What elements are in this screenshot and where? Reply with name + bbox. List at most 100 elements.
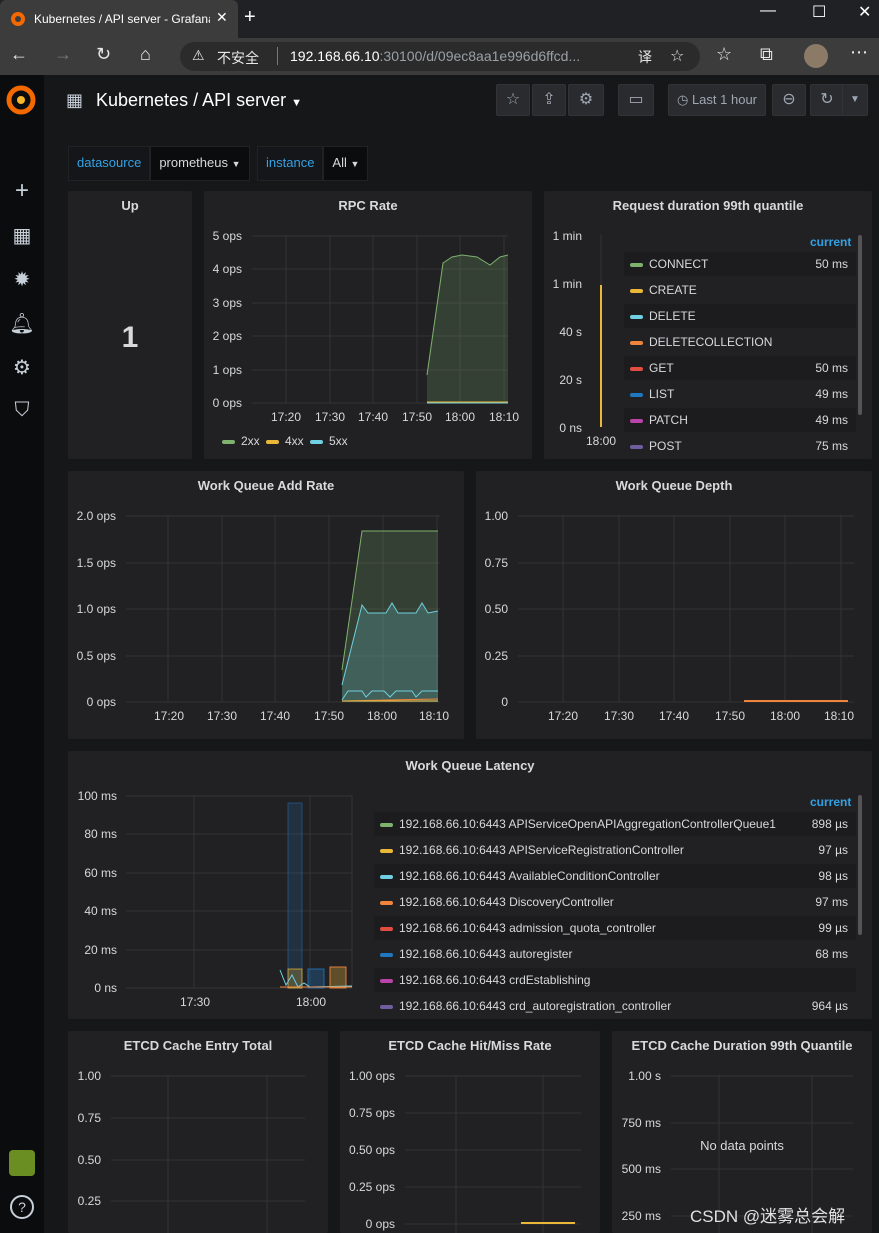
user-avatar[interactable] — [9, 1150, 35, 1176]
legend-row[interactable]: DELETECOLLECTION — [624, 330, 856, 354]
tv-mode-button[interactable]: ▭ — [618, 84, 654, 116]
legend-current-value: 49 ms — [815, 387, 848, 401]
security-label: 不安全 — [217, 50, 259, 66]
variable-datasource: datasource prometheus ▼ — [68, 146, 250, 181]
share-dashboard-button[interactable]: ⇪ — [532, 84, 566, 116]
legend-row[interactable]: CREATE — [624, 278, 856, 302]
help-icon[interactable]: ? — [10, 1195, 34, 1219]
legend-current-header[interactable]: current — [810, 795, 852, 809]
dashboard-settings-button[interactable]: ⚙ — [568, 84, 604, 116]
legend-item[interactable]: 2xx — [222, 434, 260, 448]
refresh-interval-dropdown[interactable]: ▼ — [842, 84, 868, 116]
chevron-down-icon: ▼ — [291, 97, 303, 109]
panel-work-queue-latency[interactable]: Work Queue Latency 100 ms 80 ms 60 ms 40… — [68, 751, 872, 1019]
legend-row[interactable]: 192.168.66.10:6443 crdEstablishing — [374, 968, 856, 992]
legend-current-value: 898 µs — [811, 817, 848, 831]
panel-title: ETCD Cache Duration 99th Quantile — [631, 1038, 853, 1053]
dashboards-icon[interactable]: ▦ — [12, 225, 32, 247]
panel-title: Work Queue Depth — [615, 478, 733, 493]
y-tick: 0 ops — [86, 695, 116, 709]
panel-work-queue-add-rate[interactable]: Work Queue Add Rate 2.0 ops 1.5 ops 1.0 … — [68, 471, 464, 739]
legend-row[interactable]: PATCH 49 ms — [624, 408, 856, 432]
clock-icon: ◷ — [676, 92, 689, 107]
collections-icon[interactable]: ⧉ — [760, 44, 773, 64]
legend-current-value: 964 µs — [811, 999, 848, 1013]
browser-tab[interactable]: Kubernetes / API server - Grafana ✕ — [0, 0, 238, 38]
panel-up[interactable]: Up 1 — [68, 191, 192, 459]
favorite-star-icon[interactable]: ☆ — [670, 48, 685, 65]
dashboard-title[interactable]: Kubernetes / API server ▼ — [96, 90, 302, 111]
datasource-select[interactable]: prometheus ▼ — [150, 146, 250, 181]
alerting-bell-icon[interactable]: 🔔︎ — [9, 313, 35, 335]
legend-row[interactable]: 192.168.66.10:6443 autoregister 68 ms — [374, 942, 856, 966]
y-tick: 0 — [501, 695, 508, 709]
url-host: 192.168.66.10 — [290, 48, 380, 64]
create-icon[interactable]: + — [14, 177, 29, 204]
instance-select[interactable]: All ▼ — [323, 146, 369, 181]
legend-swatch — [630, 288, 643, 293]
legend-row[interactable]: 192.168.66.10:6443 APIServiceRegistratio… — [374, 838, 856, 862]
legend-scrollbar[interactable] — [858, 235, 862, 415]
x-tick: 17:40 — [358, 410, 389, 424]
grafana-logo-icon[interactable] — [6, 85, 36, 115]
y-tick: 0.50 — [77, 1153, 101, 1167]
minimize-icon[interactable]: — — [760, 2, 776, 19]
legend-current-value: 49 ms — [815, 413, 848, 427]
y-tick: 20 s — [559, 373, 582, 387]
more-menu-icon[interactable]: ⋯ — [850, 42, 868, 62]
configuration-gear-icon[interactable]: ⚙ — [13, 357, 31, 379]
legend-row[interactable]: 192.168.66.10:6443 admission_quota_contr… — [374, 916, 856, 940]
panel-title: RPC Rate — [338, 198, 398, 213]
window-close-icon[interactable]: ✕ — [858, 4, 872, 21]
y-tick: 3 ops — [212, 296, 242, 310]
legend-row[interactable]: LIST 49 ms — [624, 382, 856, 406]
legend-row[interactable]: DELETE — [624, 304, 856, 328]
explore-icon[interactable]: ✹ — [13, 269, 31, 291]
x-tick: 18:00 — [367, 709, 398, 723]
legend-series-name: 192.168.66.10:6443 crd_autoregistration_… — [399, 999, 672, 1013]
y-tick: 500 ms — [621, 1162, 661, 1176]
panel-rpc-rate[interactable]: RPC Rate 5 ops 4 ops 3 ops 2 ops 1 ops 0… — [204, 191, 532, 459]
y-tick: 80 ms — [84, 827, 117, 841]
reload-icon[interactable]: ↻ — [96, 44, 112, 64]
panel-work-queue-depth[interactable]: Work Queue Depth 1.00 0.75 0.50 0.25 0 1… — [476, 471, 872, 739]
tab-close-icon[interactable]: ✕ — [216, 9, 228, 25]
dashboard-title-text: Kubernetes / API server — [96, 90, 287, 110]
panel-etcd-cache-hit-miss[interactable]: ETCD Cache Hit/Miss Rate 1.00 ops 0.75 o… — [340, 1031, 600, 1233]
legend-row[interactable]: CONNECT 50 ms — [624, 252, 856, 276]
x-tick: 18:00 — [296, 995, 327, 1009]
legend-row[interactable]: 192.168.66.10:6443 APIServiceOpenAPIAggr… — [374, 812, 856, 836]
home-icon[interactable]: ⌂ — [140, 44, 151, 64]
legend-current-value: 97 ms — [815, 895, 848, 909]
legend-row[interactable]: GET 50 ms — [624, 356, 856, 380]
favorites-icon[interactable]: ☆ — [716, 44, 733, 64]
panel-etcd-cache-entry-total[interactable]: ETCD Cache Entry Total 1.00 0.75 0.50 0.… — [68, 1031, 328, 1233]
legend-item[interactable]: 4xx — [266, 434, 304, 448]
back-icon[interactable]: ← — [10, 44, 28, 64]
legend-row[interactable]: POST 75 ms — [624, 434, 856, 458]
url-field[interactable]: ⚠ 不安全 192.168.66.10:30100/d/09ec8aa1e996… — [180, 42, 700, 71]
new-tab-icon[interactable]: + — [244, 6, 256, 28]
tab-title: Kubernetes / API server - Grafana — [34, 12, 210, 26]
refresh-button[interactable]: ↻ — [810, 84, 844, 116]
datasource-value: prometheus — [159, 155, 228, 170]
star-dashboard-button[interactable]: ☆ — [496, 84, 530, 116]
x-tick: 17:40 — [260, 709, 291, 723]
zoom-out-button[interactable]: ⊖ — [772, 84, 806, 116]
legend-current-header[interactable]: current — [810, 235, 852, 249]
y-tick: 1.0 ops — [76, 602, 116, 616]
legend-item[interactable]: 5xx — [310, 434, 348, 448]
server-admin-shield-icon[interactable]: ⛉ — [14, 399, 30, 421]
maximize-icon[interactable]: ☐ — [812, 4, 827, 21]
panel-request-duration[interactable]: Request duration 99th quantile 1 min 1 m… — [544, 191, 872, 459]
forward-icon[interactable]: → — [54, 44, 72, 64]
legend-row[interactable]: 192.168.66.10:6443 AvailableConditionCon… — [374, 864, 856, 888]
legend-scrollbar[interactable] — [858, 795, 862, 935]
profile-avatar[interactable] — [804, 44, 828, 68]
time-picker-button[interactable]: ◷ Last 1 hour — [668, 84, 766, 116]
y-tick: 0.25 — [77, 1194, 101, 1208]
translate-icon[interactable]: 译 — [638, 49, 652, 65]
legend-row[interactable]: 192.168.66.10:6443 crd_autoregistration_… — [374, 994, 856, 1018]
legend-row[interactable]: 192.168.66.10:6443 DiscoveryController 97… — [374, 890, 856, 914]
panel-etcd-cache-duration[interactable]: ETCD Cache Duration 99th Quantile 1.00 s… — [612, 1031, 872, 1233]
